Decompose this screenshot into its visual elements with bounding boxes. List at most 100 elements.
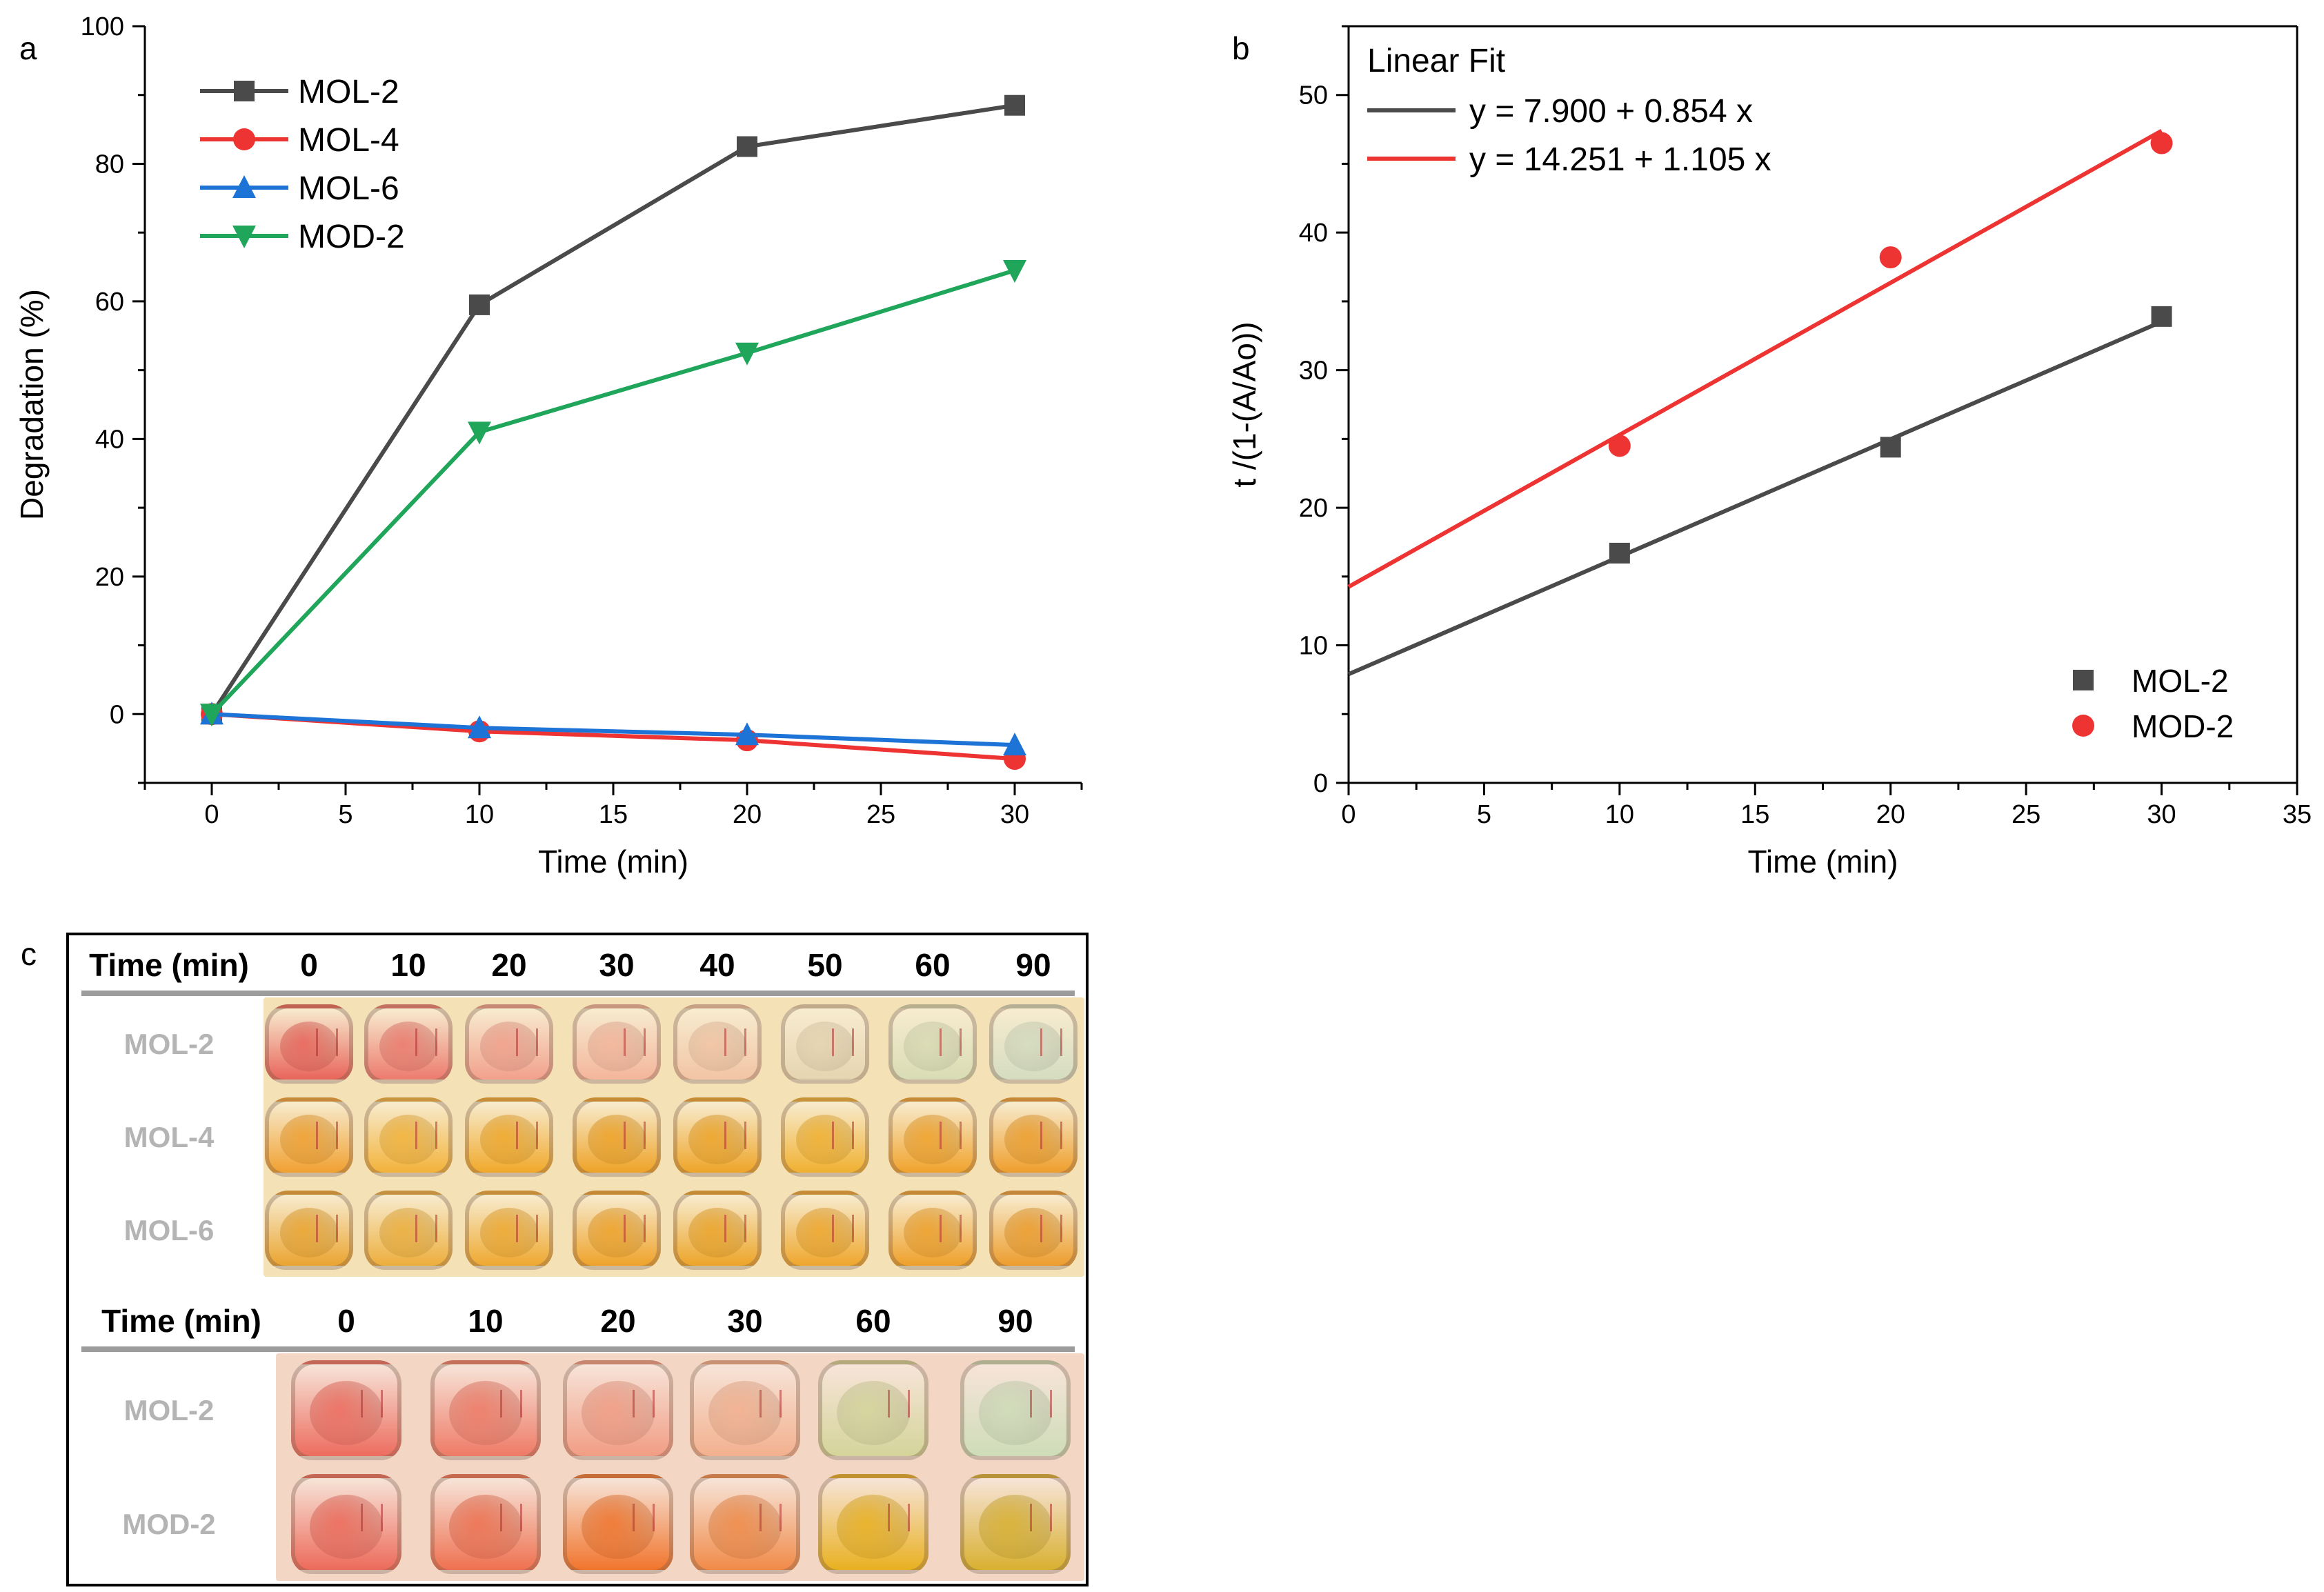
cuvette-sample (430, 1360, 541, 1460)
x-tick-label: 35 (2283, 800, 2312, 829)
cuvette-label-mark (315, 1121, 338, 1149)
time-header-value: 20 (600, 1303, 636, 1339)
cuvette-label-mark (633, 1390, 655, 1418)
data-point (1879, 246, 1902, 269)
cuvette-label-mark (1040, 1121, 1062, 1149)
data-point (735, 342, 759, 366)
cuvette-liquid (708, 1380, 782, 1446)
x-tick-label: 25 (2012, 800, 2040, 829)
cuvette-label-mark (415, 1028, 437, 1056)
cuvette-sample (888, 1004, 977, 1084)
cuvette-liquid (836, 1494, 911, 1560)
cuvette-label-mark (315, 1214, 338, 1242)
legend-marker (234, 81, 255, 101)
cuvette-liquid (588, 1114, 646, 1164)
series-mol-6 (200, 702, 1026, 756)
chart-a: a 0 5 10 15 20 25 30 0 20 40 60 80 100 Time (min) Degra… (14, 12, 1083, 879)
cuvette-liquid (480, 1114, 538, 1164)
cuvette-sample (673, 1097, 762, 1177)
cuvette-liquid (280, 1021, 338, 1071)
cuvette-liquid (280, 1207, 338, 1257)
cuvette-liquid (309, 1380, 384, 1446)
row-label-mod-2: MOD-2 (122, 1507, 216, 1540)
cuvette-label-mark (361, 1390, 384, 1418)
cuvette-label-mark (415, 1214, 437, 1242)
x-tick-label: 15 (1740, 800, 1769, 829)
data-point (468, 715, 491, 739)
cuvette-sample (690, 1474, 800, 1574)
cuvette-sample (291, 1360, 401, 1460)
cuvette-label-mark (315, 1028, 338, 1056)
time-header-value: 0 (337, 1303, 355, 1339)
cuvette-liquid (796, 1021, 854, 1071)
data-point (1608, 435, 1631, 457)
panel-letter-c: c (21, 936, 37, 972)
cuvette-sample (291, 1474, 401, 1574)
chart-b: b 0 5 10 15 20 25 30 35 0 10 20 30 40 50 Time (min) t /(… (1226, 25, 2312, 879)
cuvette-photo-top (264, 997, 1084, 1277)
cuvette-sample (563, 1474, 673, 1574)
cuvette-liquid (1004, 1114, 1062, 1164)
cuvette-label-mark (623, 1028, 646, 1056)
cuvette-label-mark (623, 1121, 646, 1149)
cuvette-sample (465, 1191, 553, 1270)
cuvette-label-mark (724, 1028, 746, 1056)
time-header-value: 90 (997, 1303, 1033, 1339)
legend-label: MOL-2 (298, 74, 399, 110)
x-axis-title: Time (min) (1747, 844, 1898, 879)
series-legend: MOL-2 MOD-2 (2072, 663, 2234, 744)
photo-panel-c: Time (min) 0 10 20 30 40 50 60 90 MOL-2 MOL-4 MOL… (66, 933, 1089, 1586)
cuvette-sample (690, 1360, 800, 1460)
y-tick-label: 80 (95, 150, 124, 179)
cuvette-label-mark (759, 1390, 782, 1418)
cuvette-liquid (904, 1021, 962, 1071)
x-tick-label: 30 (1000, 800, 1029, 829)
data-point (1003, 260, 1026, 283)
cuvette-sample (573, 1004, 661, 1084)
fit-legend-title: Linear Fit (1367, 43, 1505, 79)
cuvette-liquid (708, 1494, 782, 1560)
cuvette-liquid (480, 1021, 538, 1071)
time-header-value: 90 (1015, 947, 1051, 983)
cuvette-sample (781, 1004, 869, 1084)
x-tick-label: 25 (866, 800, 895, 829)
cuvette-sample (563, 1360, 673, 1460)
cuvette-label-mark (500, 1504, 523, 1532)
header-divider (81, 991, 1075, 996)
series-mod-2 (200, 260, 1026, 727)
cuvette-label-mark (361, 1504, 384, 1532)
x-axis-title: Time (min) (538, 844, 688, 879)
y-tick-label: 0 (110, 700, 124, 729)
row-label-mol-2: MOL-2 (123, 1393, 215, 1426)
time-header-row-bottom: Time (min) 0 10 20 30 60 90 (69, 1297, 1086, 1345)
cuvette-sample (781, 1097, 869, 1177)
series-mol-4 (201, 703, 1026, 770)
legend-marker (232, 175, 256, 198)
cuvette-liquid (836, 1380, 911, 1446)
cuvette-liquid (581, 1494, 655, 1560)
data-point (468, 421, 491, 445)
cuvette-label-mark (623, 1214, 646, 1242)
data-point (1880, 437, 1901, 458)
data-point (1609, 542, 1630, 564)
time-header-label: Time (min) (101, 1303, 261, 1339)
x-tick-label: 5 (1477, 800, 1491, 829)
x-tick-label: 5 (338, 800, 352, 829)
fit-line (1347, 319, 2163, 677)
cuvette-label-mark (515, 1121, 538, 1149)
cuvette-sample (673, 1004, 762, 1084)
x-tick-label: 30 (2147, 800, 2176, 829)
cuvette-liquid (280, 1114, 338, 1164)
cuvette-sample (265, 1004, 353, 1084)
cuvette-label-mark (1030, 1504, 1053, 1532)
cuvette-liquid (480, 1207, 538, 1257)
cuvette-sample (465, 1097, 553, 1177)
legend-marker (233, 128, 255, 150)
cuvette-liquid (588, 1021, 646, 1071)
y-tick-label: 50 (1299, 81, 1328, 110)
x-tick-label: 0 (1341, 800, 1355, 829)
data-point (1003, 733, 1026, 756)
cuvette-liquid (1004, 1021, 1062, 1071)
cuvette-liquid (448, 1494, 523, 1560)
cuvette-sample (960, 1360, 1071, 1460)
